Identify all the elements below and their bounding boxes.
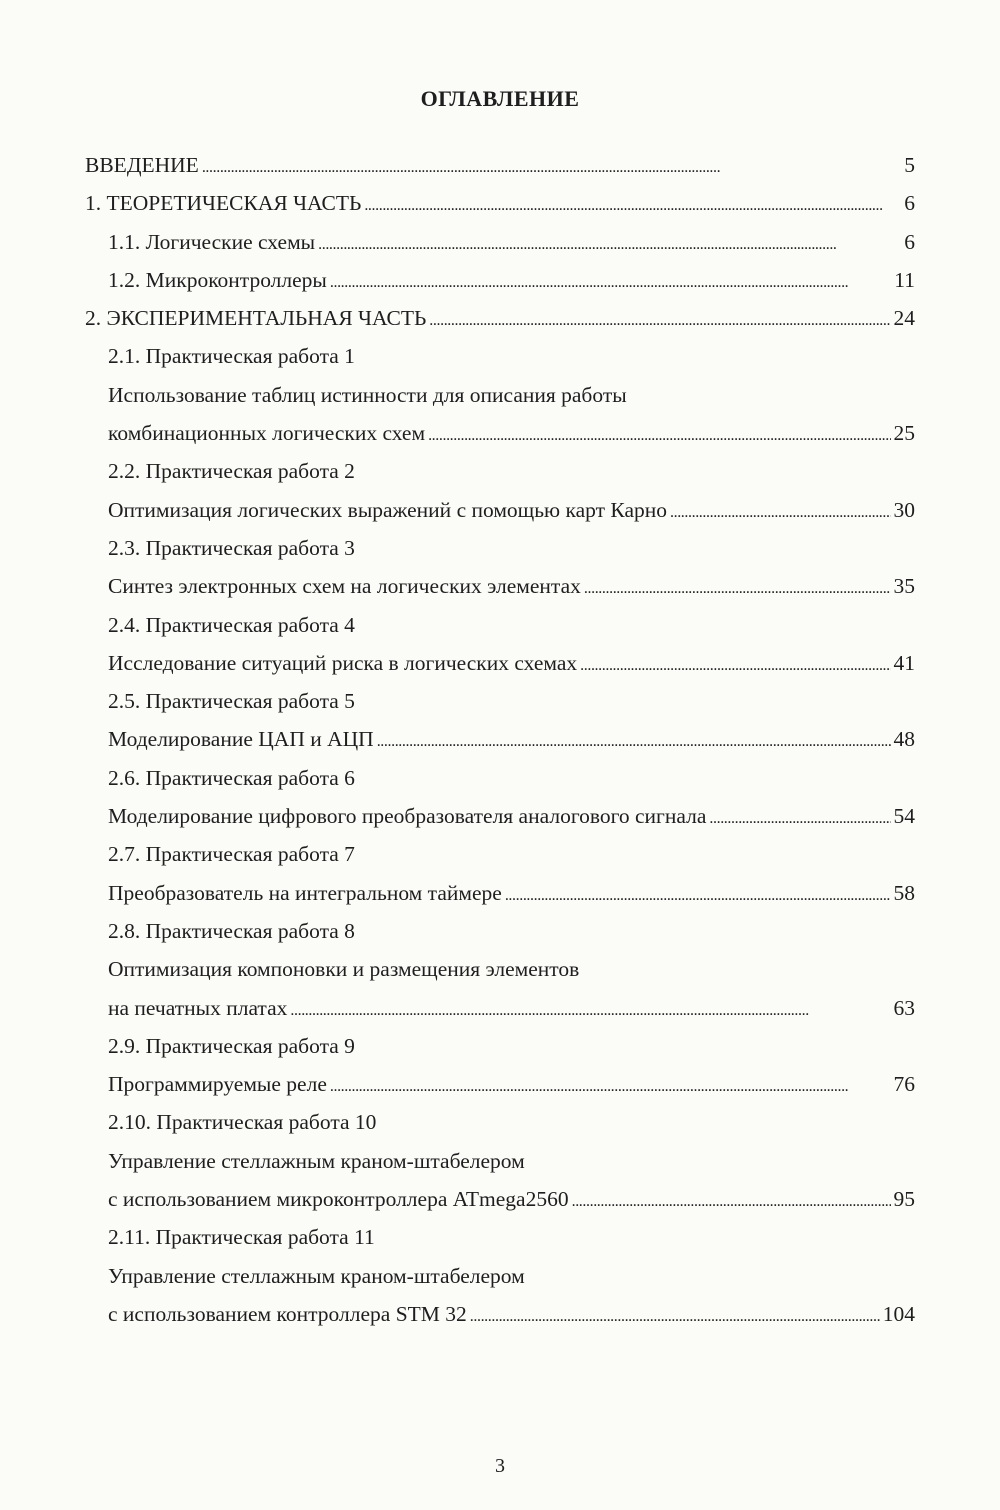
toc-entry: 2.11. Практическая работа 11 [85,1221,915,1259]
toc-entry: Управление стеллажным краном-штабелером [85,1260,915,1298]
toc-entry-page: 30 [893,497,916,522]
toc-entry: 2.1. Практическая работа 1 [85,340,915,378]
toc-entry-text: Оптимизация логических выражений с помощ… [108,497,667,522]
toc-entry: Оптимизация логических выражений с помощ… [85,494,915,532]
toc-entry: 2. ЭКСПЕРИМЕНТАЛЬНАЯ ЧАСТЬ 24 [85,302,915,340]
toc-entry: Программируемые реле 76 [85,1068,915,1106]
dot-leader [290,992,890,1027]
dot-leader [202,149,901,184]
toc-entry-page: 6 [904,229,915,254]
toc-entry: с использованием микроконтроллера ATmega… [85,1183,915,1221]
toc-entry: 1.2. Микроконтроллеры 11 [85,264,915,302]
toc-entry-page: 25 [893,421,916,446]
toc-entry-text: 2. ЭКСПЕРИМЕНТАЛЬНАЯ ЧАСТЬ [85,306,427,331]
toc-entry-text: 2.11. Практическая работа 11 [108,1225,375,1250]
toc-entry-text: 1.2. Микроконтроллеры [108,267,327,292]
toc-entry-text: 2.4. Практическая работа 4 [108,612,355,637]
dot-leader [318,226,901,261]
toc-entry-text: 2.1. Практическая работа 1 [108,344,355,369]
toc-entry-text: 2.7. Практическая работа 7 [108,842,355,867]
toc-entry: ВВЕДЕНИЕ 5 [85,149,915,187]
toc-entry-page: 41 [893,650,916,675]
toc-entry-text: с использованием контроллера STM 32 [108,1301,467,1326]
toc-entry-text: 1.1. Логические схемы [108,229,316,254]
dot-leader [670,494,891,529]
toc-entry-page: 6 [904,191,915,216]
toc-entry-page: 95 [893,1187,916,1212]
toc-entry: 2.7. Практическая работа 7 [85,838,915,876]
toc-entry-text: 2.6. Практическая работа 6 [108,765,355,790]
toc-entry-text: с использованием микроконтроллера ATmega… [108,1187,569,1212]
toc-entry: Управление стеллажным краном-штабелером [85,1145,915,1183]
toc-entry-text: Моделирование ЦАП и АЦП [108,727,374,752]
dot-leader [330,1068,891,1103]
dot-leader [470,1298,880,1333]
toc-entry-text: 2.3. Практическая работа 3 [108,535,355,560]
dot-leader [428,417,890,452]
toc-entry: Моделирование цифрового преобразователя … [85,800,915,838]
toc-entry-text: Синтез электронных схем на логических эл… [108,574,581,599]
toc-entry-text: комбинационных логических схем [108,421,426,446]
dot-leader [505,877,891,912]
toc-entry-page: 5 [904,153,915,177]
toc-entry: 2.8. Практическая работа 8 [85,915,915,953]
toc-entry-text: 2.2. Практическая работа 2 [108,459,355,484]
toc-entry-page: 104 [882,1301,915,1326]
toc-entry-text: на печатных платах [108,995,288,1020]
toc-entry-text: Управление стеллажным краном-штабелером [108,1148,525,1173]
toc-entry: 2.4. Практическая работа 4 [85,609,915,647]
dot-leader [572,1183,891,1218]
toc-entry-text: Исследование ситуаций риска в логических… [108,650,578,675]
toc-entry-text: Моделирование цифрового преобразователя … [108,804,707,829]
toc-entry-text: Преобразователь на интегральном таймере [108,880,502,905]
toc-entry-page: 63 [893,995,916,1020]
toc-entry: 1.1. Логические схемы 6 [85,226,915,264]
dot-leader [584,570,891,605]
toc-entry: с использованием контроллера STM 32 104 [85,1298,915,1336]
toc-entry: Использование таблиц истинности для опис… [85,379,915,417]
toc-entry: Оптимизация компоновки и размещения элем… [85,953,915,991]
dot-leader [364,187,901,222]
toc-entry: Моделирование ЦАП и АЦП 48 [85,723,915,761]
toc-entry-page: 76 [893,1072,916,1097]
toc-entry: 2.6. Практическая работа 6 [85,762,915,800]
toc-entry: 2.9. Практическая работа 9 [85,1030,915,1068]
toc-entry-text: 2.10. Практическая работа 10 [108,1110,377,1135]
toc-entry-text: ВВЕДЕНИЕ [85,153,199,177]
toc-entry-page: 48 [893,727,916,752]
toc-entry-page: 54 [893,804,916,829]
toc-entry: на печатных платах 63 [85,992,915,1030]
toc-entry: Преобразователь на интегральном таймере 5… [85,877,915,915]
toc-entry-text: Оптимизация компоновки и размещения элем… [108,957,580,982]
toc-entry-page: 58 [893,880,916,905]
dot-leader [429,302,890,337]
toc-entry: 2.2. Практическая работа 2 [85,455,915,493]
toc-entry-page: 35 [893,574,916,599]
toc-entry: 2.3. Практическая работа 3 [85,532,915,570]
toc-entry-page: 24 [893,306,916,331]
dot-leader [580,647,890,682]
toc-entry-text: 2.5. Практическая работа 5 [108,689,355,714]
table-of-contents: ВВЕДЕНИЕ51. ТЕОРЕТИЧЕСКАЯ ЧАСТЬ61.1. Лог… [85,149,915,1336]
toc-entry-text: 1. ТЕОРЕТИЧЕСКАЯ ЧАСТЬ [85,191,362,216]
toc-entry: Исследование ситуаций риска в логических… [85,647,915,685]
toc-entry: 2.5. Практическая работа 5 [85,685,915,723]
dot-leader [377,723,891,758]
toc-entry-text: Использование таблиц истинности для опис… [108,382,627,407]
toc-entry-text: 2.8. Практическая работа 8 [108,918,355,943]
toc-entry: 2.10. Практическая работа 10 [85,1106,915,1144]
toc-entry-text: Управление стеллажным краном-штабелером [108,1263,525,1288]
dot-leader [709,800,890,835]
toc-entry-text: Программируемые реле [108,1072,327,1097]
toc-entry: комбинационных логических схем 25 [85,417,915,455]
toc-entry: 1. ТЕОРЕТИЧЕСКАЯ ЧАСТЬ 6 [85,187,915,225]
toc-entry-page: 11 [894,267,915,292]
toc-entry: Синтез электронных схем на логических эл… [85,570,915,608]
dot-leader [330,264,891,299]
toc-entry-text: 2.9. Практическая работа 9 [108,1033,355,1058]
page-title: ОГЛАВЛЕНИЕ [420,86,580,111]
page-number: 3 [495,1455,505,1477]
